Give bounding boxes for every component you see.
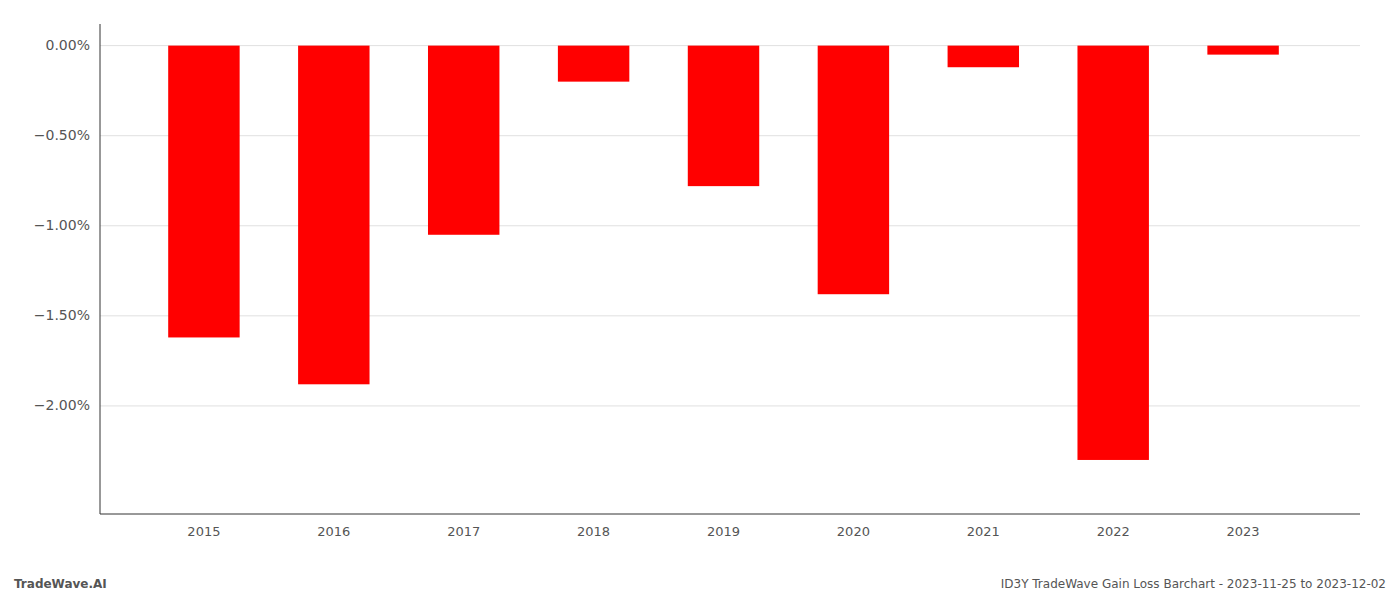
y-tick-label: −2.00% [34,397,90,413]
footer-left: TradeWave.AI [14,577,107,591]
x-axis-line [100,514,1360,515]
grid-line [100,225,1360,226]
x-tick-label: 2021 [967,524,1000,539]
bar [558,46,629,82]
bar [948,46,1019,68]
bar [1207,46,1278,55]
y-axis-line [100,24,101,514]
footer-right: ID3Y TradeWave Gain Loss Barchart - 2023… [1001,577,1386,591]
grid-line [100,315,1360,316]
bars [168,46,1279,460]
x-tick-label: 2018 [577,524,610,539]
x-tick-label: 2023 [1227,524,1260,539]
x-tick-label: 2015 [187,524,220,539]
y-tick-label: −1.50% [34,307,90,323]
x-tick-label: 2020 [837,524,870,539]
x-tick-label: 2019 [707,524,740,539]
x-tick-label: 2016 [317,524,350,539]
y-tick-label: −0.50% [34,127,90,143]
bar [298,46,369,385]
bar [428,46,499,235]
bar [818,46,889,295]
grid [100,46,1360,406]
chart-svg: 0.00%−0.50%−1.00%−1.50%−2.00%20152016201… [0,0,1400,600]
grid-line [100,405,1360,406]
bar [688,46,759,187]
x-tick-label: 2017 [447,524,480,539]
x-tick-labels: 2015 2016 2017 2018 2019 2020 2021 2022 2023 [187,524,1259,539]
x-tick-label: 2022 [1097,524,1130,539]
bar [168,46,239,338]
chart-container: 0.00%−0.50%−1.00%−1.50%−2.00%20152016201… [0,0,1400,600]
y-tick-label: 0.00% [46,37,90,53]
y-tick-labels: 0.00% −0.50% −1.00% −1.50% −2.00% [34,37,90,413]
bar [1077,46,1148,460]
y-tick-label: −1.00% [34,217,90,233]
